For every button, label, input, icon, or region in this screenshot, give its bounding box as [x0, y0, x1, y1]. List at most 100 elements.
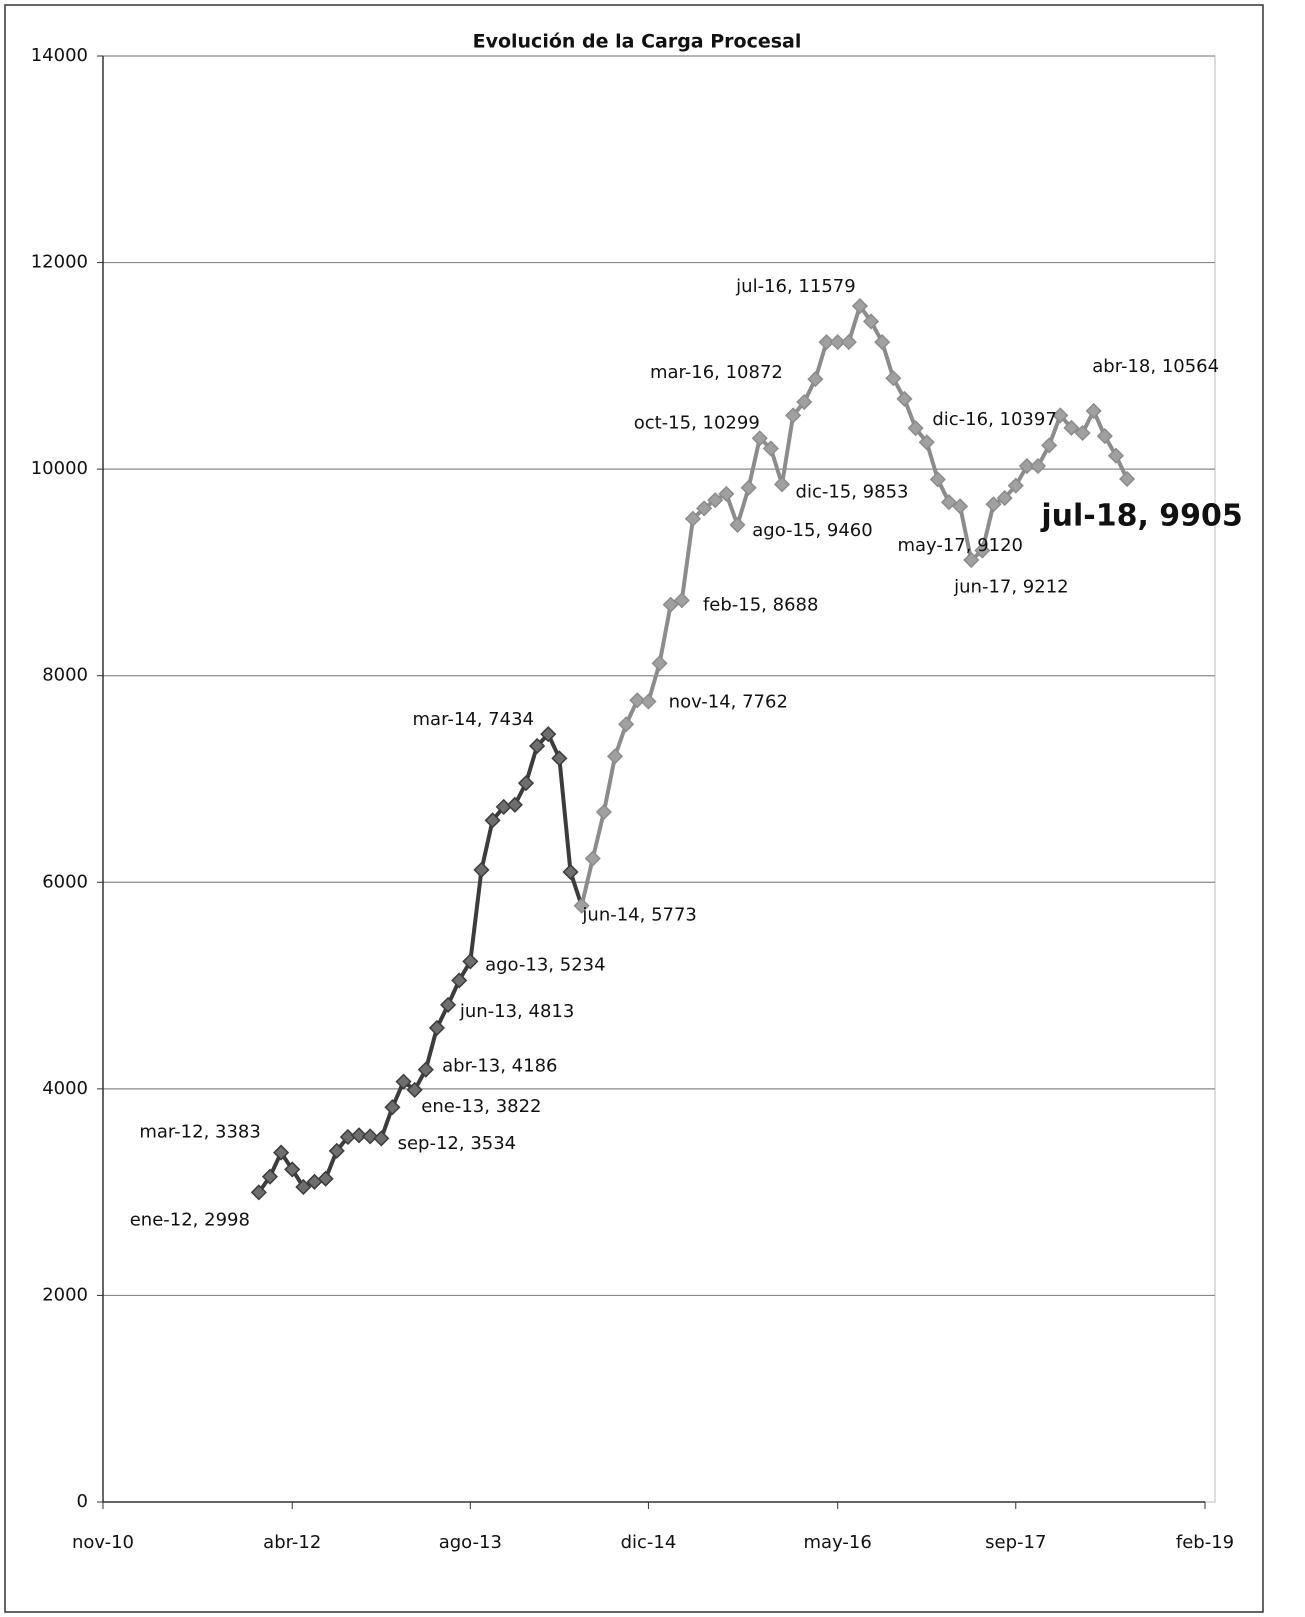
data-point: [796, 393, 813, 411]
data-label: sep-12, 3534: [398, 1133, 517, 1154]
chart-frame: [4, 4, 1264, 1613]
data-point: [1063, 419, 1080, 436]
y-tick-label: 4000: [42, 1078, 88, 1099]
data-point: [1018, 457, 1035, 475]
y-tick-label: 2000: [42, 1284, 88, 1305]
data-point: [484, 812, 501, 829]
data-label: ene-12, 2998: [130, 1209, 250, 1230]
data-point: [350, 1127, 368, 1144]
data-point: [829, 334, 846, 351]
data-point: [406, 1081, 423, 1098]
chart-title: Evolución de la Carga Procesal: [473, 31, 802, 53]
data-point: [551, 750, 568, 767]
data-point: [729, 516, 746, 533]
x-tick-label: feb-19: [1176, 1532, 1234, 1553]
data-point: [662, 596, 679, 613]
data-label: jul-18, 9905: [1040, 498, 1242, 533]
data-point: [996, 490, 1013, 507]
data-point: [373, 1130, 390, 1147]
data-point: [1107, 447, 1125, 464]
x-tick-label: nov-10: [72, 1532, 134, 1553]
data-point: [785, 407, 802, 424]
data-point: [851, 297, 868, 315]
data-point: [874, 334, 891, 351]
data-point: [673, 592, 690, 609]
data-point: [740, 479, 757, 496]
data-point: [562, 863, 579, 881]
data-point: [261, 1168, 279, 1185]
data-point: [428, 1019, 445, 1036]
data-point: [540, 726, 557, 743]
data-point: [1119, 470, 1136, 488]
data-label: jul-16, 11579: [735, 276, 856, 297]
data-point: [328, 1142, 345, 1159]
data-point: [940, 494, 958, 511]
data-point: [751, 430, 768, 447]
data-point: [595, 803, 612, 821]
data-point: [284, 1161, 301, 1178]
data-point: [863, 313, 880, 330]
data-point: [985, 496, 1002, 513]
data-label: mar-14, 7434: [413, 709, 534, 730]
data-point: [395, 1073, 412, 1090]
data-point: [584, 850, 601, 867]
data-label: abr-18, 10564: [1092, 356, 1219, 377]
data-point: [918, 434, 935, 451]
x-tick-label: abr-12: [263, 1532, 321, 1553]
data-point: [696, 500, 713, 517]
data-point: [451, 972, 468, 989]
data-point: [1029, 457, 1047, 475]
data-point: [250, 1184, 267, 1201]
x-tick-label: dic-14: [621, 1532, 677, 1553]
x-tick-label: may-16: [804, 1532, 872, 1553]
data-label: jun-14, 5773: [581, 905, 696, 926]
data-point: [762, 440, 779, 457]
data-point: [629, 692, 646, 709]
data-label: oct-15, 10299: [634, 412, 760, 433]
data-point: [529, 737, 546, 755]
data-point: [440, 996, 457, 1013]
data-point: [773, 476, 791, 493]
data-point: [1085, 402, 1102, 419]
data-label: feb-15, 8688: [703, 595, 819, 616]
data-point: [317, 1170, 334, 1187]
data-point: [974, 542, 991, 559]
data-point: [963, 551, 980, 569]
data-label: abr-13, 4186: [442, 1056, 557, 1077]
data-label: ago-13, 5234: [485, 954, 605, 975]
data-point: [684, 510, 702, 527]
data-point: [651, 655, 668, 672]
data-point: [896, 390, 913, 407]
data-point: [885, 370, 902, 387]
series-line: [579, 304, 1129, 907]
data-point: [907, 420, 924, 437]
y-tick-label: 0: [77, 1491, 88, 1512]
data-point: [573, 897, 590, 914]
data-point: [840, 334, 857, 351]
data-label: ene-13, 3822: [421, 1096, 541, 1117]
data-point: [1074, 424, 1091, 442]
data-label: ago-15, 9460: [752, 520, 872, 541]
data-point: [417, 1061, 434, 1078]
data-point: [517, 775, 535, 792]
data-point: [1007, 477, 1024, 494]
data-point: [618, 716, 635, 733]
data-label: dic-16, 10397: [932, 409, 1056, 430]
y-tick-label: 6000: [42, 871, 88, 892]
data-label: dic-15, 9853: [796, 481, 909, 502]
y-tick-label: 14000: [31, 45, 88, 66]
data-label: nov-14, 7762: [669, 691, 788, 712]
data-point: [818, 334, 835, 351]
data-point: [606, 748, 624, 765]
data-point: [473, 861, 490, 878]
data-label: may-17, 9120: [897, 535, 1023, 556]
data-point: [807, 371, 824, 388]
data-point: [506, 796, 523, 813]
y-tick-label: 10000: [31, 458, 88, 479]
data-point: [1041, 437, 1058, 454]
data-point: [462, 953, 479, 970]
data-label: mar-16, 10872: [650, 362, 783, 383]
data-point: [295, 1178, 312, 1196]
data-point: [273, 1144, 290, 1161]
